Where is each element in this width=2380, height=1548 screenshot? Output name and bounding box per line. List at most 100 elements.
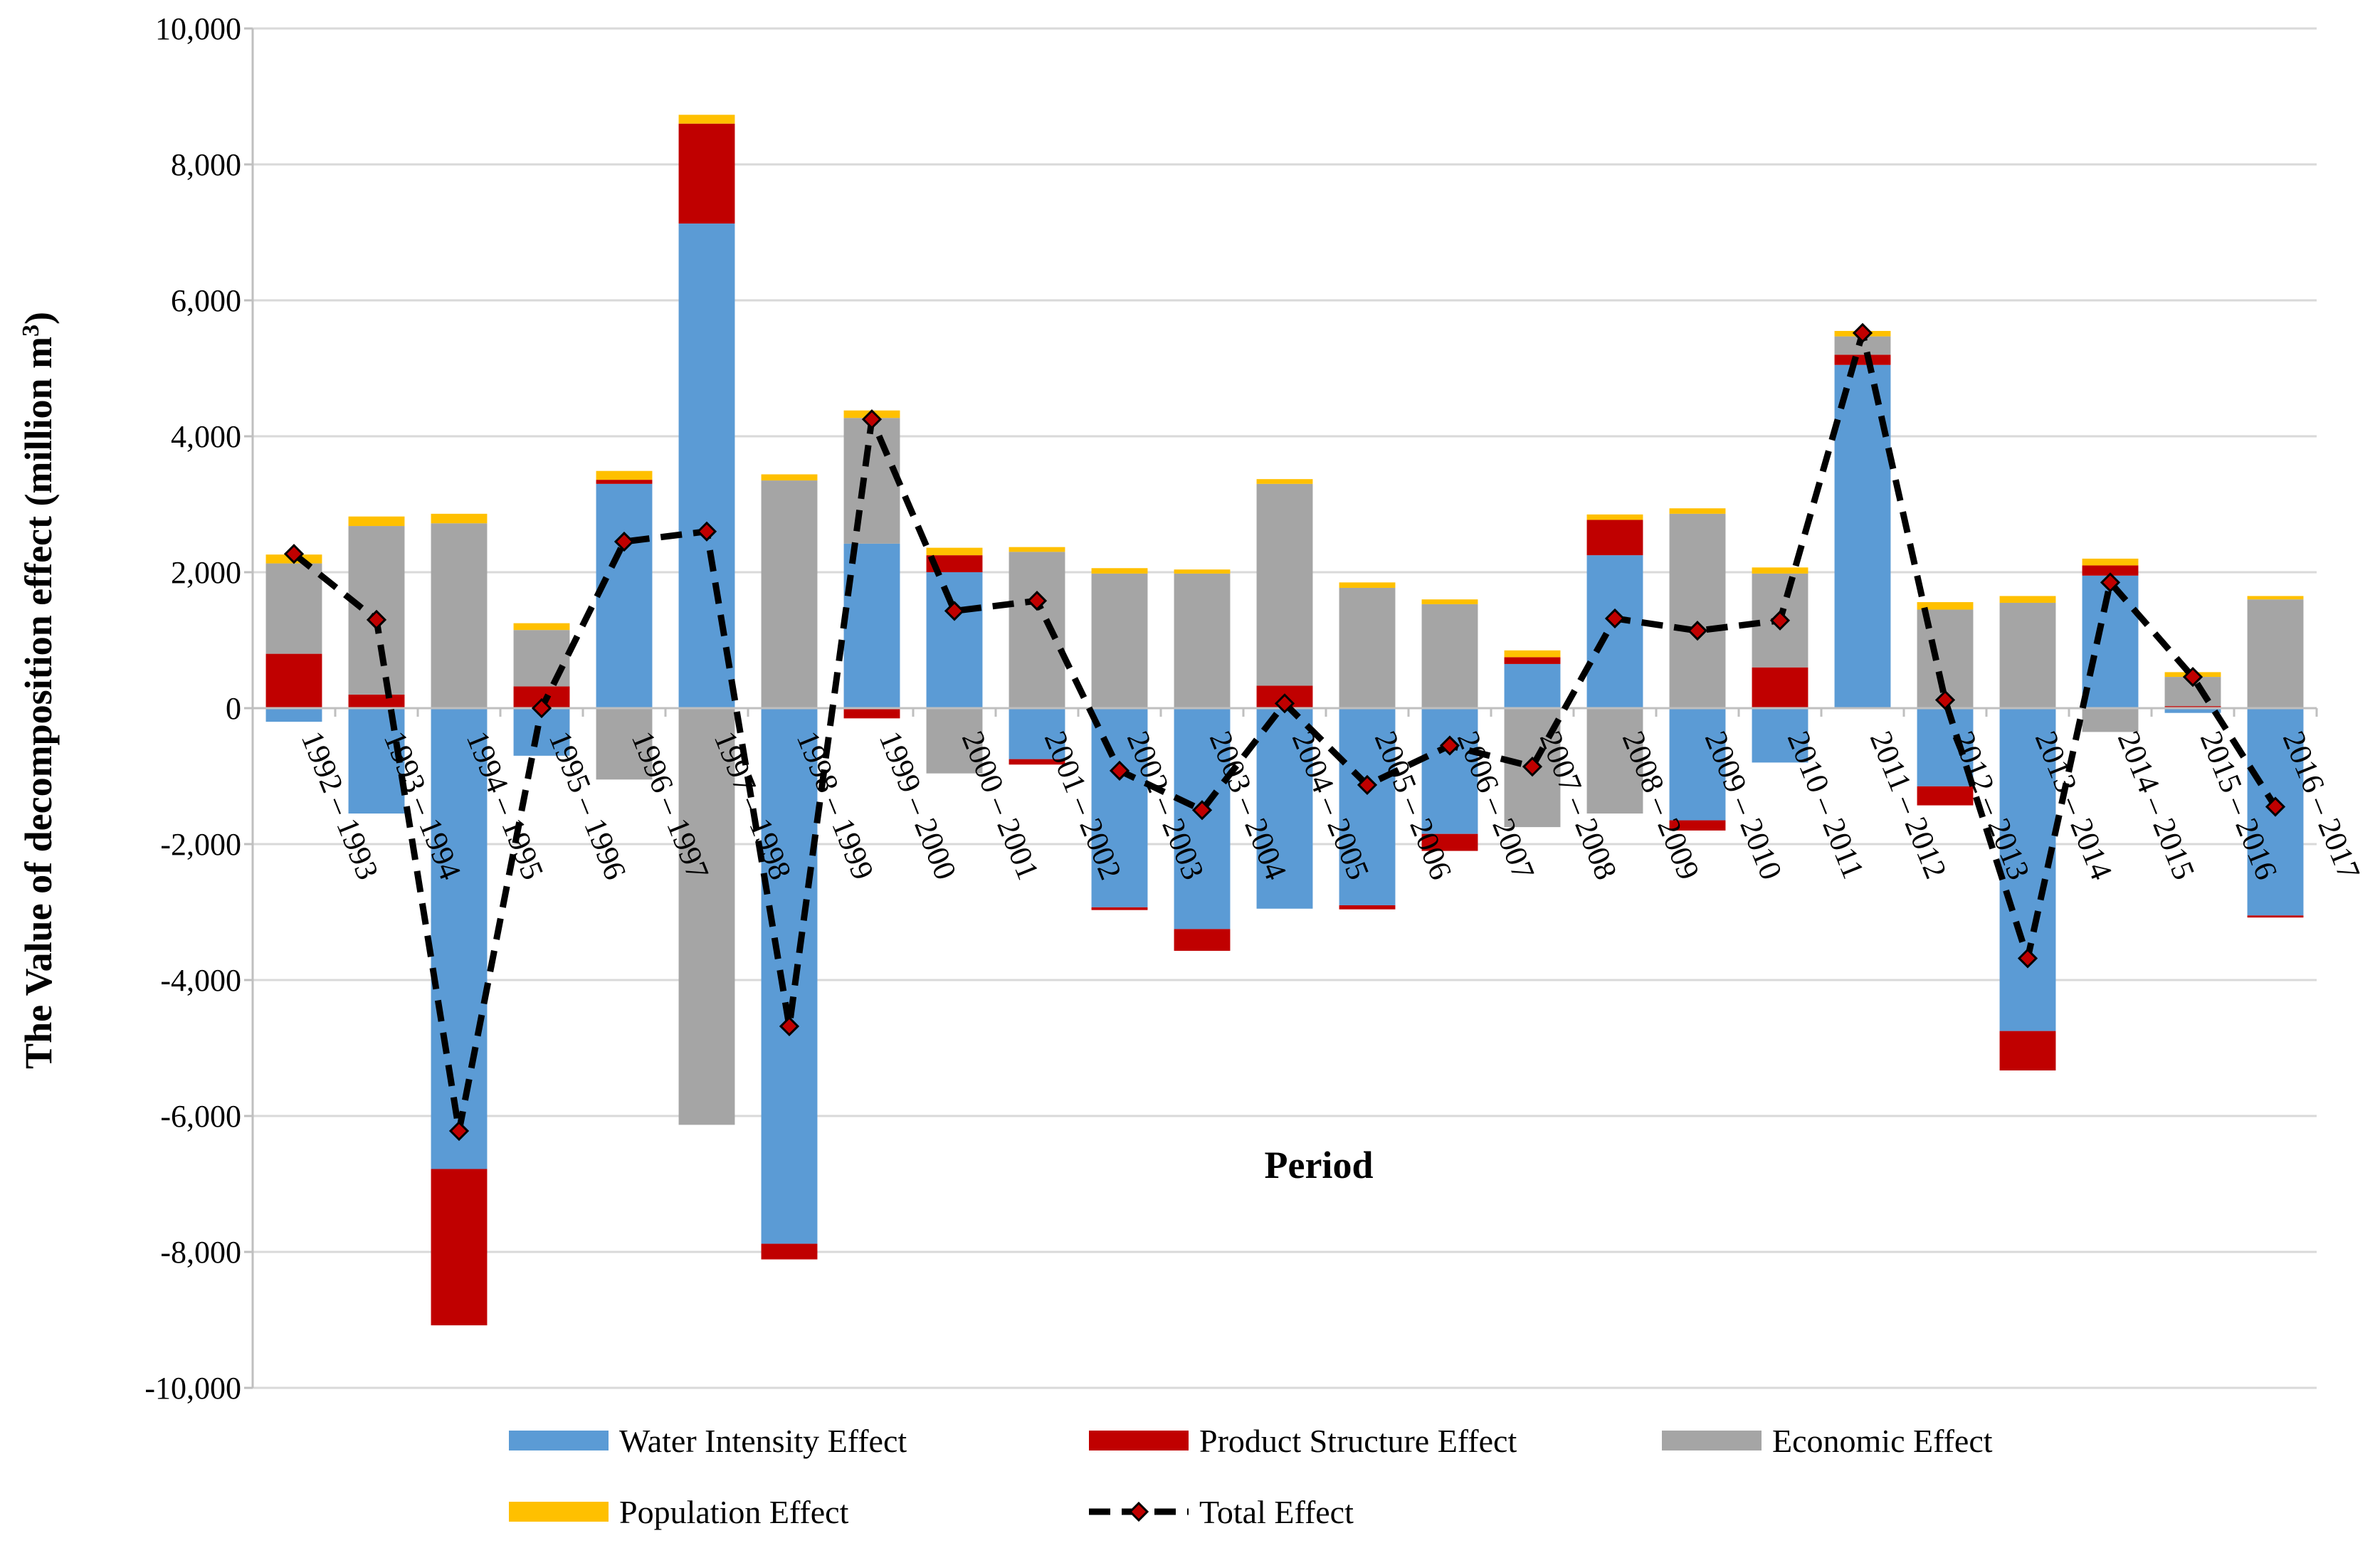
bar-economic-effect bbox=[1586, 708, 1643, 814]
bar-population-effect bbox=[678, 115, 735, 124]
bar-economic-effect bbox=[265, 563, 322, 654]
total-effect-point bbox=[2017, 948, 2038, 969]
bar-economic-effect bbox=[678, 708, 735, 1125]
bar-product-structure-effect bbox=[1586, 520, 1643, 556]
bar-water-intensity-effect bbox=[1256, 708, 1313, 909]
bar-population-effect bbox=[1752, 567, 1808, 574]
y-tick-label: -6,000 bbox=[160, 1099, 241, 1134]
bar-economic-effect bbox=[1256, 483, 1313, 686]
bar-economic-effect bbox=[513, 630, 570, 687]
total-effect-point bbox=[1852, 322, 1873, 343]
total-effect-point bbox=[1522, 757, 1543, 777]
bar-population-effect bbox=[513, 623, 570, 631]
total-effect-point bbox=[2100, 572, 2121, 593]
total-effect-point bbox=[1109, 760, 1130, 781]
legend-economic-effect-swatch bbox=[1662, 1431, 1762, 1450]
bar-population-effect bbox=[1669, 508, 1726, 514]
bar-product-structure-effect bbox=[1999, 1031, 2056, 1071]
bar-population-effect bbox=[1339, 582, 1396, 588]
category-label: 2010 – 2011 bbox=[1781, 726, 1871, 883]
x-axis-title: Period bbox=[1265, 1144, 1374, 1186]
bar-economic-effect bbox=[926, 708, 983, 774]
y-tick-label: 10,000 bbox=[155, 11, 241, 46]
bar-population-effect bbox=[1586, 514, 1643, 520]
bar-product-structure-effect bbox=[1834, 354, 1891, 365]
bar-water-intensity-effect bbox=[1421, 708, 1478, 834]
total-effect-point bbox=[1274, 693, 1295, 714]
bar-water-intensity-effect bbox=[1999, 708, 2056, 1031]
bar-economic-effect bbox=[1339, 587, 1396, 708]
bar-product-structure-effect bbox=[1421, 833, 1478, 851]
bar-economic-effect bbox=[1421, 604, 1478, 708]
legend-product-structure-effect-label: Product Structure Effect bbox=[1199, 1423, 1517, 1459]
bar-economic-effect bbox=[1009, 552, 1065, 708]
bar-water-intensity-effect bbox=[596, 483, 653, 708]
y-axis-title: The Value of decomposition effect (milli… bbox=[17, 312, 60, 1069]
bar-water-intensity-effect bbox=[2082, 575, 2139, 708]
bar-population-effect bbox=[1504, 650, 1561, 658]
y-tick-label: -4,000 bbox=[160, 963, 241, 998]
bar-product-structure-effect bbox=[1752, 667, 1808, 708]
y-axis-title-text: The Value of decomposition effect (milli… bbox=[17, 337, 60, 1069]
bar-product-structure-effect bbox=[596, 480, 653, 484]
y-tick-label: 4,000 bbox=[171, 419, 241, 454]
bar-population-effect bbox=[1091, 568, 1148, 574]
bar-water-intensity-effect bbox=[1091, 708, 1148, 907]
bar-population-effect bbox=[761, 474, 818, 481]
bar-economic-effect bbox=[596, 708, 653, 780]
bar-economic-effect bbox=[1999, 602, 2056, 708]
bar-water-intensity-effect bbox=[926, 572, 983, 708]
bar-product-structure-effect bbox=[1504, 657, 1561, 664]
bar-economic-effect bbox=[843, 418, 900, 544]
legend-water-intensity-effect-label: Water Intensity Effect bbox=[619, 1423, 907, 1459]
bar-product-structure-effect bbox=[1174, 929, 1231, 951]
total-effect-point bbox=[1687, 621, 1708, 641]
bar-population-effect bbox=[1917, 602, 1974, 610]
bar-product-structure-effect bbox=[431, 1169, 488, 1326]
bar-water-intensity-effect bbox=[1504, 663, 1561, 708]
bar-product-structure-effect bbox=[843, 708, 900, 719]
category-label: 2014 – 2015 bbox=[2111, 726, 2202, 884]
bar-water-intensity-effect bbox=[1917, 708, 1974, 786]
total-effect-point bbox=[2182, 666, 2203, 688]
total-effect-point bbox=[1357, 774, 1378, 796]
bar-population-effect bbox=[596, 470, 653, 480]
bar-economic-effect bbox=[431, 523, 488, 708]
y-tick-label: 0 bbox=[226, 691, 241, 726]
total-effect-point bbox=[1191, 800, 1213, 821]
total-effect-point bbox=[696, 521, 717, 542]
legend-population-effect-swatch bbox=[509, 1502, 609, 1522]
bar-product-structure-effect bbox=[1917, 786, 1974, 806]
bar-water-intensity-effect bbox=[1669, 708, 1726, 821]
bar-population-effect bbox=[1174, 569, 1231, 574]
bar-economic-effect bbox=[761, 480, 818, 708]
total-effect-point bbox=[944, 601, 965, 621]
bar-economic-effect bbox=[1669, 513, 1726, 708]
total-effect-point bbox=[779, 1016, 800, 1037]
bar-population-effect bbox=[1421, 599, 1478, 604]
total-effect-point bbox=[448, 1120, 470, 1142]
total-effect-point bbox=[531, 697, 552, 719]
bar-economic-effect bbox=[2082, 708, 2139, 732]
bar-product-structure-effect bbox=[1091, 907, 1148, 910]
y-tick-label: 8,000 bbox=[171, 147, 241, 182]
bar-product-structure-effect bbox=[1339, 905, 1396, 910]
total-effect-point bbox=[366, 609, 387, 630]
bar-product-structure-effect bbox=[348, 694, 405, 708]
bar-population-effect bbox=[348, 516, 405, 527]
y-tick-label: -8,000 bbox=[160, 1235, 241, 1270]
bar-product-structure-effect bbox=[1009, 759, 1065, 765]
total-effect-point bbox=[614, 531, 635, 552]
bar-water-intensity-effect bbox=[265, 708, 322, 722]
total-effect-point bbox=[1439, 735, 1460, 756]
y-tick-label: -2,000 bbox=[160, 827, 241, 862]
bar-population-effect bbox=[1009, 547, 1065, 552]
y-tick-label: -10,000 bbox=[144, 1371, 241, 1406]
bar-water-intensity-effect bbox=[1009, 708, 1065, 759]
bar-water-intensity-effect bbox=[1752, 708, 1808, 763]
bar-water-intensity-effect bbox=[761, 708, 818, 1244]
legend-total-effect-label: Total Effect bbox=[1199, 1494, 1354, 1530]
bar-population-effect bbox=[1999, 596, 2056, 603]
